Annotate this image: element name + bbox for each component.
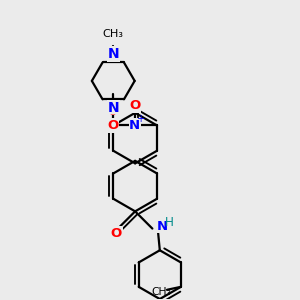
Text: O: O [129, 99, 140, 112]
Text: O: O [107, 119, 118, 132]
Text: N: N [129, 119, 140, 132]
Text: H: H [165, 215, 174, 229]
Text: CH₃: CH₃ [151, 287, 171, 297]
Text: CH₃: CH₃ [103, 29, 124, 39]
Text: N: N [156, 220, 167, 233]
Text: O: O [111, 226, 122, 239]
Text: N: N [107, 101, 119, 115]
Text: +: + [137, 114, 146, 124]
Text: ⁻: ⁻ [110, 112, 116, 122]
Text: N: N [107, 47, 119, 61]
